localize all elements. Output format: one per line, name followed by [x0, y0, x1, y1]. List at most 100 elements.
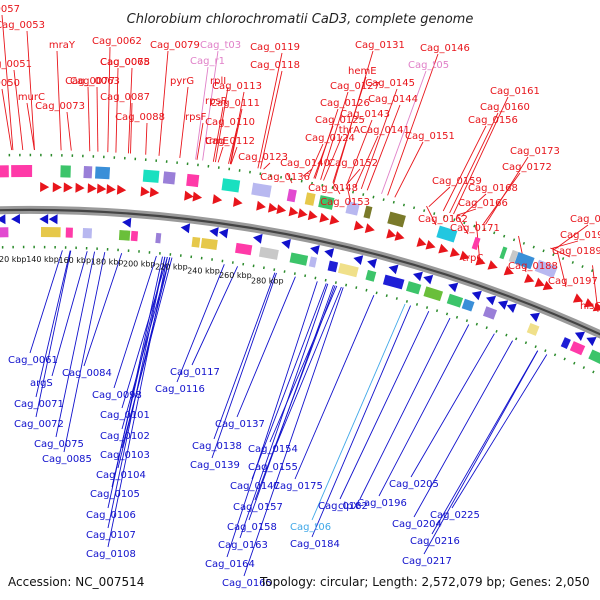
gene-label-top: Cag_t05 — [408, 60, 449, 71]
gene-label-bottom: Cag_0075 — [34, 439, 84, 450]
leader-line-bottom — [83, 253, 123, 367]
reverse-gene-arrow — [367, 258, 377, 269]
leader-line-bottom — [107, 257, 168, 548]
forward-gene-arrow — [364, 223, 375, 233]
gene-label-top: Cag_0146 — [420, 43, 470, 54]
leader-line-top — [346, 119, 373, 186]
leader-line-bottom — [311, 303, 406, 521]
cog-band-reverse-block — [130, 230, 139, 242]
leader-line-bottom — [35, 250, 72, 418]
leader-line-bottom — [311, 305, 412, 538]
gene-label-bottom: Cag_0098 — [92, 390, 142, 401]
gene-label-bottom: Cag_0137 — [215, 419, 265, 430]
gene-label-top: Cag_0152 — [328, 158, 378, 169]
leader-line-top — [263, 162, 271, 170]
forward-gene-arrow — [106, 184, 116, 195]
forward-gene-arrow — [416, 237, 427, 247]
reverse-gene-arrow — [209, 227, 219, 237]
leader-line-bottom — [431, 350, 538, 535]
leader-line-top — [428, 186, 451, 208]
reverse-gene-arrow — [39, 214, 49, 225]
cog-band-reverse-block — [382, 274, 405, 290]
leader-line-top — [127, 67, 133, 154]
gene-label-top: Cag_0173 — [510, 146, 560, 157]
leader-line-bottom — [359, 317, 451, 500]
leader-line-top — [56, 50, 62, 151]
reverse-gene-arrow — [574, 331, 585, 341]
gene-label-bottom: Cag_0165 — [222, 578, 272, 589]
reverse-gene-arrow — [218, 228, 229, 239]
backbone-ring-core — [0, 208, 600, 336]
forward-gene-arrow — [307, 210, 318, 221]
reverse-gene-arrow — [529, 312, 540, 322]
reverse-gene-arrow — [388, 264, 399, 275]
reverse-gene-arrow — [122, 217, 132, 228]
reverse-gene-arrow — [0, 214, 6, 225]
forward-gene-arrow — [592, 302, 600, 312]
gene-label-top: Cag_0126 — [320, 98, 370, 109]
leader-line-top — [381, 70, 427, 195]
forward-gene-arrow — [449, 247, 460, 257]
gene-label-bottom: Cag_0182 — [318, 501, 368, 512]
leader-line-top — [145, 122, 148, 155]
gene-label-bottom: Cag_0184 — [290, 539, 340, 550]
gene-label-top: Cag_0111 — [210, 98, 260, 109]
reverse-gene-arrow — [180, 223, 191, 234]
cog-band-forward-block — [304, 192, 316, 206]
cog-band-forward-block — [534, 259, 558, 279]
cog-band-reverse-block — [560, 337, 571, 349]
leader-line-top — [366, 104, 401, 191]
leader-line-bottom — [121, 257, 171, 430]
forward-gene-arrow — [52, 182, 62, 193]
gene-label-top: Cag_0136 — [260, 172, 310, 183]
accession-text: Accession: NC_007514 — [8, 575, 144, 589]
gene-label-bottom: Cag_0157 — [233, 502, 283, 513]
leader-line-top — [115, 67, 119, 153]
gene-label-top: Cag_0171 — [450, 223, 500, 234]
gene-label-top: hisG — [580, 301, 600, 312]
kbp-tick-label: 240 kbp — [187, 267, 220, 276]
cog-band-reverse-block — [289, 252, 309, 266]
cog-band-forward-block — [286, 188, 297, 203]
cog-band-forward-block — [471, 236, 481, 250]
leader-line-top — [550, 247, 571, 258]
forward-gene-arrow — [116, 184, 127, 195]
gene-label-top: mraY — [49, 40, 76, 51]
cog-band-reverse-block — [423, 286, 444, 302]
leader-line-bottom — [410, 333, 495, 478]
cog-band-forward-block — [186, 173, 200, 188]
forward-gene-arrow — [353, 220, 364, 231]
cog-band-forward-block — [387, 211, 406, 228]
leader-line-bottom — [226, 281, 318, 558]
leader-line-bottom — [339, 311, 430, 500]
leader-line-top — [214, 86, 229, 163]
leader-line-top — [96, 86, 99, 152]
gene-label-bottom: Cag_0107 — [86, 530, 136, 541]
reverse-gene-arrow — [471, 290, 482, 301]
cog-band-forward-block — [508, 249, 519, 264]
leader-line-bottom — [236, 276, 296, 418]
leader-line-top — [202, 50, 219, 161]
leader-line-top — [551, 240, 579, 249]
kbp-tick-label: 160 kbp — [58, 256, 91, 265]
leader-line-top — [453, 96, 509, 215]
forward-gene-arrow — [184, 190, 194, 201]
leader-line-top — [394, 141, 424, 198]
reverse-gene-arrow — [48, 214, 58, 225]
gene-label-bottom: Cag_0104 — [96, 470, 146, 481]
gene-label-top: rplI — [210, 76, 226, 87]
gene-label-top: Cag_0110 — [205, 117, 255, 128]
gene-label-bottom: clpX — [338, 501, 360, 512]
leader-line-top — [26, 30, 35, 151]
leader-line-bottom — [35, 250, 71, 398]
cog-band-forward-block — [345, 201, 360, 216]
gene-label-top: Cag_0151 — [405, 131, 455, 142]
gene-tracks — [0, 153, 600, 377]
cog-band-forward-block — [363, 205, 373, 219]
leader-line-top — [1, 88, 13, 151]
gene-label-bottom: Cag_0102 — [100, 431, 150, 442]
gene-label-bottom: Cag_0147 — [230, 481, 280, 492]
gene-labels: Cag_0057 Cag_0053 mraY Cag_0062 Cag_0051 Cag_… — [0, 4, 600, 589]
